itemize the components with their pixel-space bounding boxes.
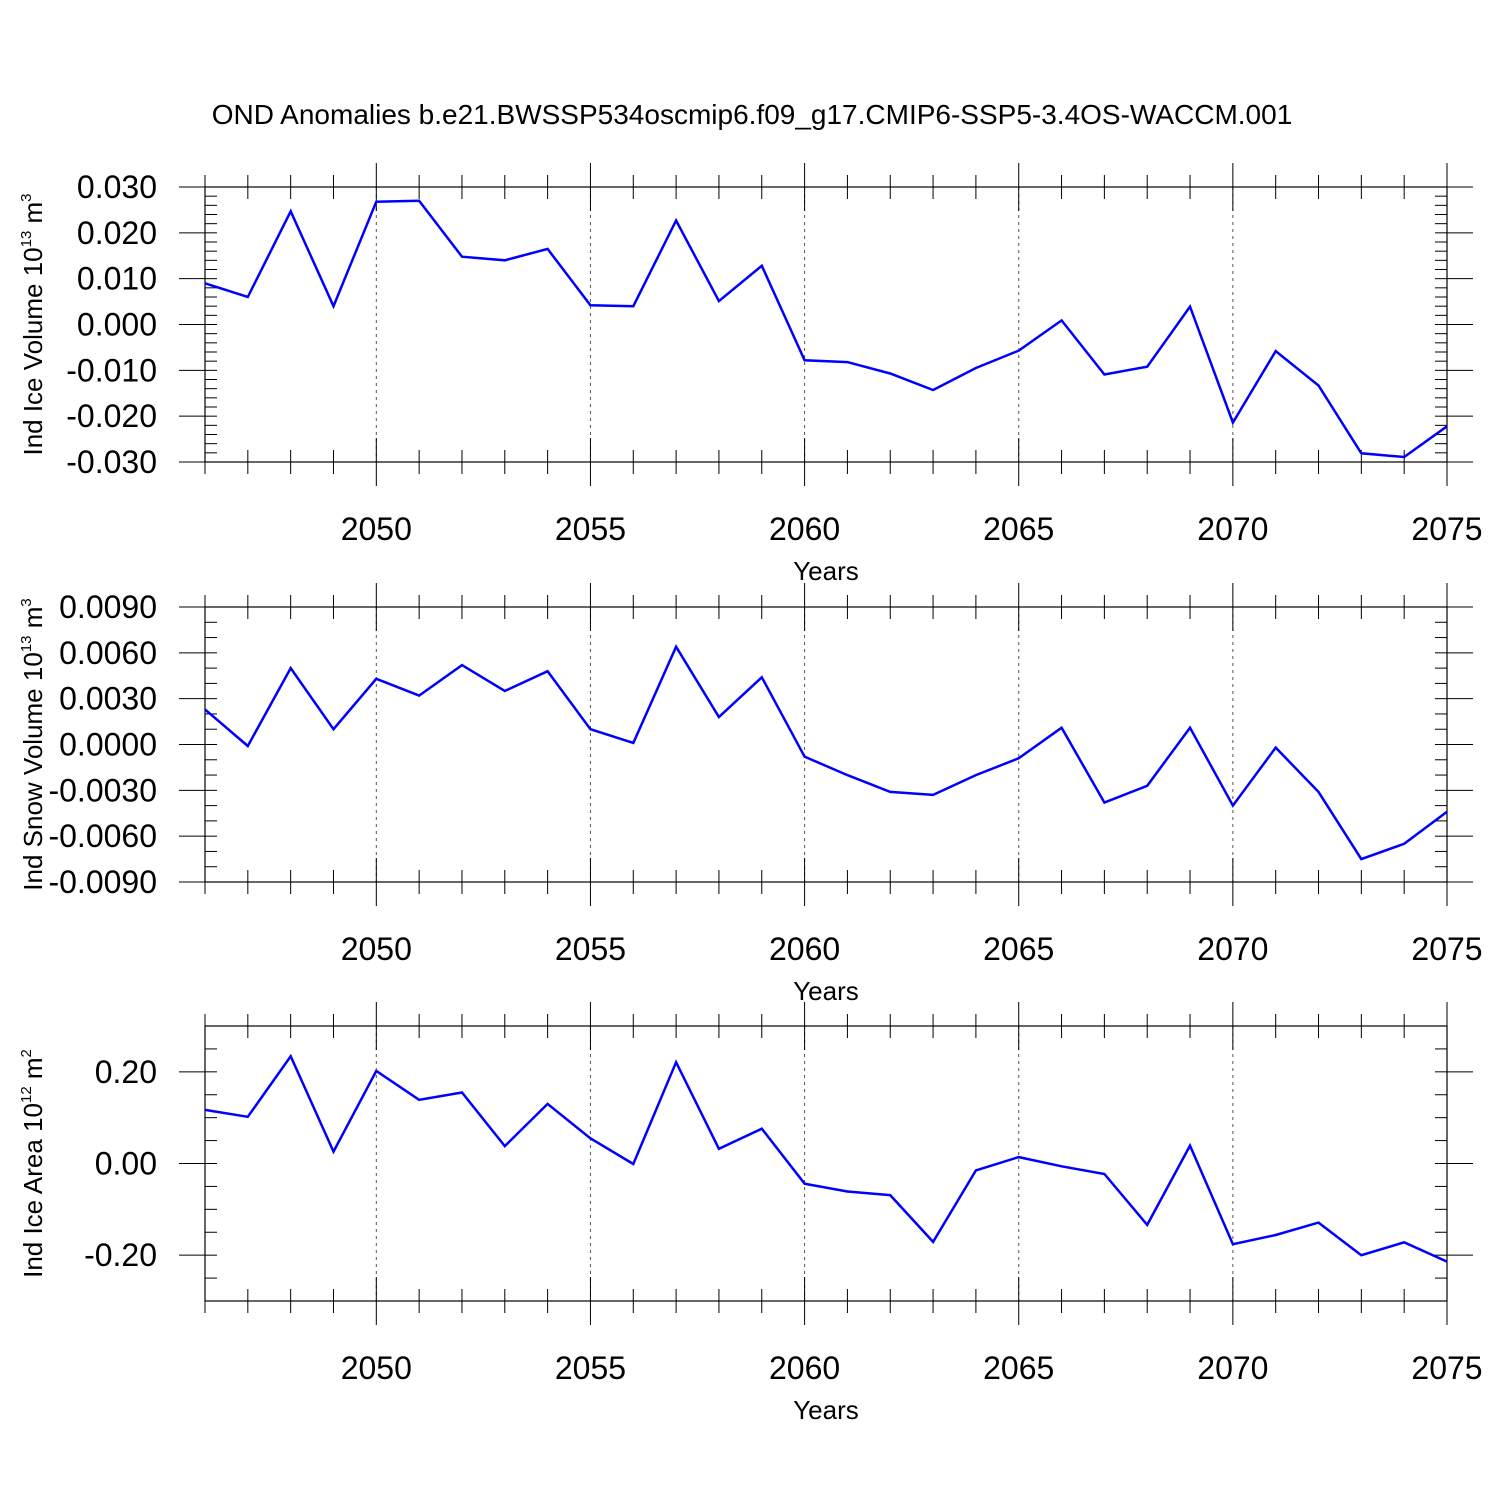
x-tick-label: 2070	[1197, 931, 1268, 967]
plot-frame	[204, 186, 1448, 463]
y-tick-label: 0.010	[77, 261, 157, 297]
y-tick-label: -0.0090	[48, 864, 157, 900]
y-tick-label: 0.00	[95, 1146, 157, 1182]
y-tick-label: 0.000	[77, 307, 157, 343]
x-tick-label: 2050	[341, 511, 412, 547]
series-line	[204, 199, 1448, 459]
y-tick-label: -0.030	[66, 444, 157, 480]
x-tick-label: 2055	[555, 511, 626, 547]
x-tick-label: 2065	[983, 1350, 1054, 1386]
x-tick-label: 2055	[555, 931, 626, 967]
x-tick-label: 2070	[1197, 1350, 1268, 1386]
x-tick-label: 2075	[1411, 1350, 1482, 1386]
y-axis-label: Ind Ice Volume 1013 m3	[18, 193, 48, 455]
x-tick-label: 2060	[769, 1350, 840, 1386]
chart-panel-2: 0.0090 0.0060 0.0030 0.0000 -0.0030 -0.0060 -0…	[18, 583, 1483, 1006]
series-line	[204, 644, 1448, 861]
y-tick-label: 0.020	[77, 215, 157, 251]
y-tick-label: 0.0090	[59, 589, 157, 625]
chart-title: OND Anomalies b.e21.BWSSP534oscmip6.f09_…	[212, 99, 1293, 130]
chart-panels: 0.030 0.020 0.010 0.000 -0.010 -0.020 -0.030 20…	[18, 163, 1483, 1425]
x-tick-label: 2050	[341, 1350, 412, 1386]
y-tick-label: 0.030	[77, 169, 157, 205]
y-tick-label: 0.0030	[59, 681, 157, 717]
y-axis-label: Ind Ice Area 1012 m2	[18, 1049, 48, 1278]
series-line	[204, 1053, 1448, 1263]
plot-frame	[204, 1025, 1448, 1302]
x-tick-label: 2060	[769, 511, 840, 547]
y-tick-label: -0.20	[84, 1237, 157, 1273]
x-tick-label: 2075	[1411, 931, 1482, 967]
y-tick-label: -0.0060	[48, 818, 157, 854]
x-axis-label: Years	[793, 556, 859, 586]
x-tick-label: 2065	[983, 511, 1054, 547]
chart-panel-1: 0.030 0.020 0.010 0.000 -0.010 -0.020 -0.030 20…	[18, 163, 1483, 586]
x-tick-label: 2055	[555, 1350, 626, 1386]
x-tick-label: 2060	[769, 931, 840, 967]
chart-panel-3: 0.20 0.00 -0.20 2050 2055 2060 2065 2070 2075 Yea…	[18, 1002, 1483, 1425]
y-tick-label: -0.010	[66, 352, 157, 388]
y-axis-label: Ind Snow Volume 1013 m3	[18, 598, 48, 890]
y-tick-label: 0.0000	[59, 727, 157, 763]
x-tick-label: 2075	[1411, 511, 1482, 547]
y-tick-label: -0.020	[66, 398, 157, 434]
plot-frame	[204, 606, 1448, 883]
x-axis-label: Years	[793, 1395, 859, 1425]
x-tick-label: 2050	[341, 931, 412, 967]
x-axis-label: Years	[793, 976, 859, 1006]
x-tick-label: 2070	[1197, 511, 1268, 547]
x-tick-label: 2065	[983, 931, 1054, 967]
y-tick-label: 0.0060	[59, 635, 157, 671]
y-tick-label: -0.0030	[48, 772, 157, 808]
y-tick-label: 0.20	[95, 1054, 157, 1090]
